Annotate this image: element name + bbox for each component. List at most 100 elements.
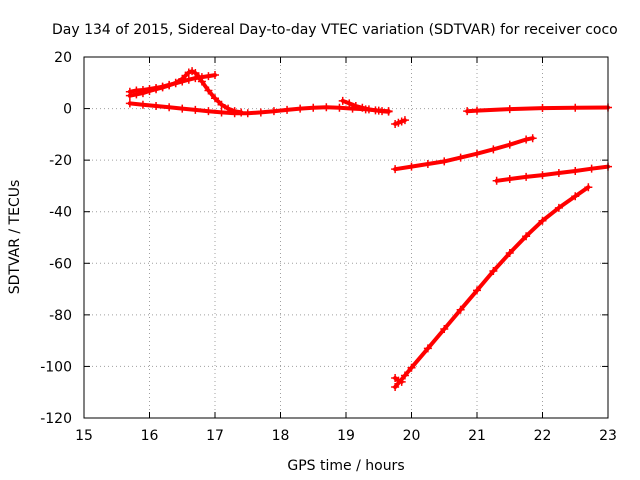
data-point	[489, 267, 498, 276]
grid-layer	[84, 57, 608, 418]
data-point	[473, 286, 481, 295]
data-point	[197, 77, 206, 86]
data-point	[538, 171, 547, 180]
y-tick-label: -60	[49, 256, 72, 272]
data-point	[571, 192, 580, 201]
x-tick-label: 22	[534, 428, 552, 444]
data-point	[217, 100, 226, 109]
data-point	[554, 203, 563, 212]
data-point	[243, 109, 252, 118]
y-tick-labels: -120 -100 -80 -60 -40 -20 0 20	[40, 50, 72, 427]
data-point	[492, 176, 501, 185]
data-point	[230, 109, 239, 118]
data-point	[489, 145, 498, 154]
data-point	[152, 101, 161, 110]
series-line	[393, 185, 591, 390]
data-point	[423, 160, 432, 169]
data-point	[505, 174, 514, 183]
y-tick-label: -80	[49, 308, 72, 324]
data-point	[522, 232, 531, 241]
data-point	[296, 104, 305, 113]
data-point	[522, 172, 531, 181]
data-point	[211, 71, 219, 80]
data-point	[345, 99, 354, 108]
y-tick-label: -100	[40, 359, 72, 375]
series-arc-9	[391, 183, 593, 392]
data-point	[211, 94, 219, 103]
series-arc-8	[492, 162, 612, 185]
data-point	[138, 89, 147, 98]
data-point	[400, 371, 409, 380]
series-arc-6	[463, 103, 612, 116]
data-point	[269, 107, 278, 116]
data-point	[391, 165, 400, 174]
series-layer	[125, 67, 612, 392]
data-point	[463, 107, 472, 116]
data-point	[145, 87, 154, 96]
x-tick-label: 20	[403, 428, 421, 444]
data-point	[505, 140, 514, 149]
x-tick-label: 17	[206, 428, 224, 444]
data-point	[456, 153, 465, 162]
data-point	[440, 325, 449, 334]
data-point	[364, 105, 373, 114]
plot-frame	[83, 56, 609, 419]
data-point	[256, 108, 265, 117]
series-line	[465, 105, 610, 114]
y-tick-label: -40	[49, 205, 72, 221]
data-point	[165, 103, 174, 112]
data-point	[538, 104, 547, 113]
data-point	[505, 248, 514, 257]
data-point	[407, 162, 416, 171]
data-point	[358, 103, 367, 112]
data-point	[152, 85, 161, 94]
x-tick-labels: 15 16 17 18 19 20 21 22 23	[75, 428, 617, 444]
data-point	[571, 166, 580, 175]
data-point	[204, 86, 213, 95]
data-point	[204, 72, 213, 81]
y-tick-label: 0	[63, 102, 72, 118]
data-point	[400, 116, 409, 125]
y-tick-label: 20	[54, 50, 72, 66]
x-tick-label: 21	[468, 428, 486, 444]
data-point	[322, 103, 331, 112]
data-point	[217, 108, 226, 117]
data-point	[194, 72, 203, 81]
data-point	[473, 149, 481, 158]
y-axis-label: SDTVAR / TECUs	[7, 180, 23, 295]
data-point	[423, 344, 432, 353]
series-line	[393, 136, 535, 172]
data-point	[522, 135, 531, 144]
data-point	[178, 104, 187, 113]
data-point	[538, 216, 547, 225]
data-point	[554, 169, 563, 178]
series-arc-2	[125, 67, 246, 117]
data-point	[587, 164, 596, 173]
data-point	[528, 134, 537, 143]
data-point	[191, 105, 200, 114]
data-point	[125, 91, 134, 100]
x-tick-label: 18	[272, 428, 290, 444]
data-point	[158, 83, 167, 92]
data-point	[456, 305, 465, 314]
series-arc-5	[391, 116, 409, 129]
x-axis-label: GPS time / hours	[287, 458, 404, 474]
y-tick-label: -20	[49, 153, 72, 169]
data-point	[132, 90, 141, 99]
data-point	[440, 157, 449, 166]
x-tick-label: 19	[337, 428, 355, 444]
x-tick-label: 16	[141, 428, 159, 444]
data-point	[283, 105, 292, 114]
x-tick-label: 23	[599, 428, 617, 444]
data-point	[571, 103, 580, 112]
series-arc-7	[391, 134, 537, 174]
data-point	[338, 96, 347, 105]
data-point	[407, 363, 416, 372]
data-point	[204, 107, 213, 116]
tick-layer	[83, 56, 609, 419]
data-point	[125, 99, 134, 108]
series-arc-4	[338, 96, 393, 116]
data-point	[309, 103, 318, 112]
data-point	[473, 106, 481, 115]
